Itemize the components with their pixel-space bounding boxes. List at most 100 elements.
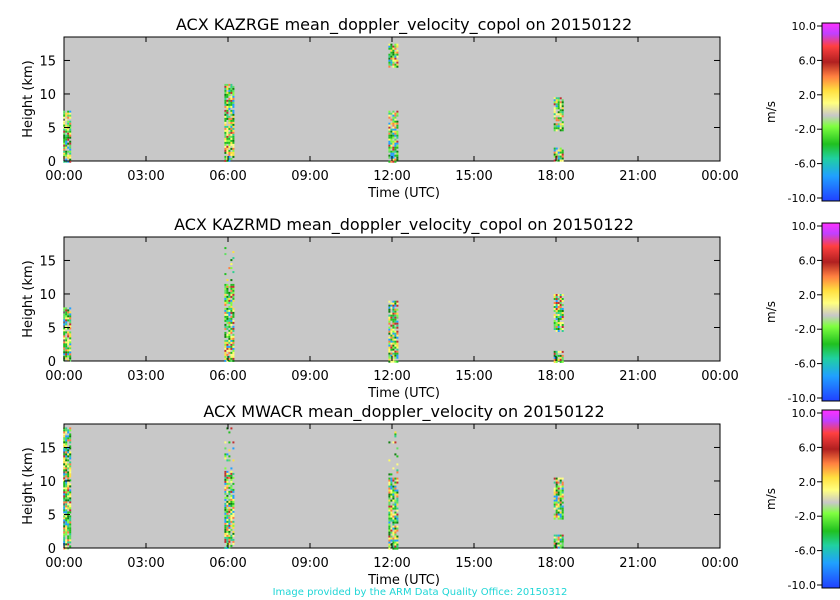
x-tick-label: 00:00 (701, 556, 738, 571)
echo-column (224, 83, 235, 162)
colorbar-tick-label: -10.0 (788, 192, 816, 205)
colorbar-tick-label: -10.0 (788, 579, 816, 592)
y-tick-label: 5 (48, 508, 56, 523)
colorbar-label: m/s (764, 101, 778, 123)
colorbar-tick-label: 10.0 (792, 407, 817, 420)
echo-column (388, 43, 399, 68)
chart-panel-1: ACX KAZRGE mean_doppler_velocity_copol o… (21, 15, 840, 205)
echo-column (553, 147, 564, 162)
colorbar-label: m/s (764, 488, 778, 510)
echo-column (224, 427, 235, 470)
y-tick-label: 10 (39, 88, 56, 103)
chart-panel-3: ACX MWACR mean_doppler_velocity on 20150… (21, 402, 840, 592)
echo-column (388, 477, 399, 550)
colorbar-tick-label: 10.0 (792, 20, 817, 33)
colorbar-tick-label: -6.0 (795, 545, 816, 558)
x-tick-label: 12:00 (373, 169, 410, 184)
colorbar-tick-label: -6.0 (795, 358, 816, 371)
echo-column (553, 294, 564, 332)
x-axis-label: Time (UTC) (367, 573, 440, 588)
x-tick-label: 15:00 (455, 369, 492, 384)
x-tick-label: 00:00 (45, 169, 82, 184)
y-axis-label: Height (km) (21, 60, 36, 137)
x-tick-label: 03:00 (127, 169, 164, 184)
colorbar: 10.0 6.0 2.0 -2.0 -6.0 -10.0 m/s (764, 220, 840, 405)
colorbar-tick-label: -10.0 (788, 392, 816, 405)
x-tick-label: 00:00 (701, 369, 738, 384)
echo-column (553, 350, 564, 363)
x-tick-label: 18:00 (537, 556, 574, 571)
colorbar-tick-label: 10.0 (792, 220, 817, 233)
y-tick-label: 0 (48, 355, 56, 370)
y-tick-label: 15 (39, 441, 56, 456)
x-axis-label: Time (UTC) (367, 386, 440, 401)
echo-column (553, 477, 564, 520)
y-tick-label: 5 (48, 121, 56, 136)
chart-panel-2: ACX KAZRMD mean_doppler_velocity_copol o… (21, 215, 840, 405)
y-tick-label: 10 (39, 288, 56, 303)
colorbar-bar (821, 222, 840, 402)
colorbar-tick-label: 2.0 (799, 89, 817, 102)
colorbar-tick-label: 2.0 (799, 476, 817, 489)
colorbar-label: m/s (764, 301, 778, 323)
x-tick-label: 00:00 (45, 369, 82, 384)
y-axis-label: Height (km) (21, 260, 36, 337)
x-axis: 00:00 03:00 06:00 09:00 12:00 15:00 18:00 21:00… (45, 237, 739, 401)
x-axis: 00:00 03:00 06:00 09:00 12:00 15:00 18:00 21:00… (45, 37, 739, 201)
x-tick-label: 12:00 (373, 369, 410, 384)
x-tick-label: 00:00 (701, 169, 738, 184)
y-tick-label: 15 (39, 54, 56, 69)
echo-column (553, 97, 564, 132)
x-tick-label: 18:00 (537, 169, 574, 184)
x-tick-label: 09:00 (291, 556, 328, 571)
colorbar-tick-label: 6.0 (799, 54, 817, 67)
echo-column (224, 247, 235, 282)
colorbar-tick-label: 6.0 (799, 254, 817, 267)
footer-credit: Image provided by the ARM Data Quality O… (272, 587, 568, 598)
colorbar: 10.0 6.0 2.0 -2.0 -6.0 -10.0 m/s (764, 20, 840, 205)
x-tick-label: 12:00 (373, 556, 410, 571)
x-tick-label: 06:00 (209, 556, 246, 571)
echo-column (388, 431, 399, 476)
colorbar: 10.0 6.0 2.0 -2.0 -6.0 -10.0 m/s (764, 407, 840, 592)
y-axis-label: Height (km) (21, 447, 36, 524)
x-axis: 00:00 03:00 06:00 09:00 12:00 15:00 18:00 21:00… (45, 424, 739, 588)
x-tick-label: 21:00 (619, 556, 656, 571)
colorbar-tick-label: -6.0 (795, 158, 816, 171)
x-tick-label: 06:00 (209, 169, 246, 184)
y-tick-label: 10 (39, 475, 56, 490)
x-tick-label: 15:00 (455, 556, 492, 571)
colorbar-tick-label: 6.0 (799, 441, 817, 454)
y-tick-label: 5 (48, 321, 56, 336)
x-tick-label: 18:00 (537, 369, 574, 384)
x-tick-label: 03:00 (127, 369, 164, 384)
colorbar-tick-label: -2.0 (795, 510, 816, 523)
x-axis-label: Time (UTC) (367, 186, 440, 201)
y-tick-label: 15 (39, 254, 56, 269)
colorbar-bar (821, 22, 840, 202)
x-tick-label: 00:00 (45, 556, 82, 571)
echo-column (388, 110, 399, 163)
echo-column (224, 283, 235, 362)
colorbar-tick-label: -2.0 (795, 123, 816, 136)
colorbar-bar (821, 409, 840, 589)
x-tick-label: 21:00 (619, 369, 656, 384)
chart-title: ACX KAZRGE mean_doppler_velocity_copol o… (176, 15, 632, 35)
echo-column (553, 534, 564, 549)
y-tick-label: 0 (48, 542, 56, 557)
echo-column (63, 110, 72, 163)
x-tick-label: 03:00 (127, 556, 164, 571)
x-tick-label: 09:00 (291, 169, 328, 184)
echo-column (63, 307, 72, 362)
y-tick-label: 0 (48, 155, 56, 170)
colorbar-tick-label: -2.0 (795, 323, 816, 336)
echo-column (388, 300, 399, 363)
x-tick-label: 15:00 (455, 169, 492, 184)
x-tick-label: 09:00 (291, 369, 328, 384)
colorbar-tick-label: 2.0 (799, 289, 817, 302)
chart-title: ACX KAZRMD mean_doppler_velocity_copol o… (174, 215, 634, 235)
